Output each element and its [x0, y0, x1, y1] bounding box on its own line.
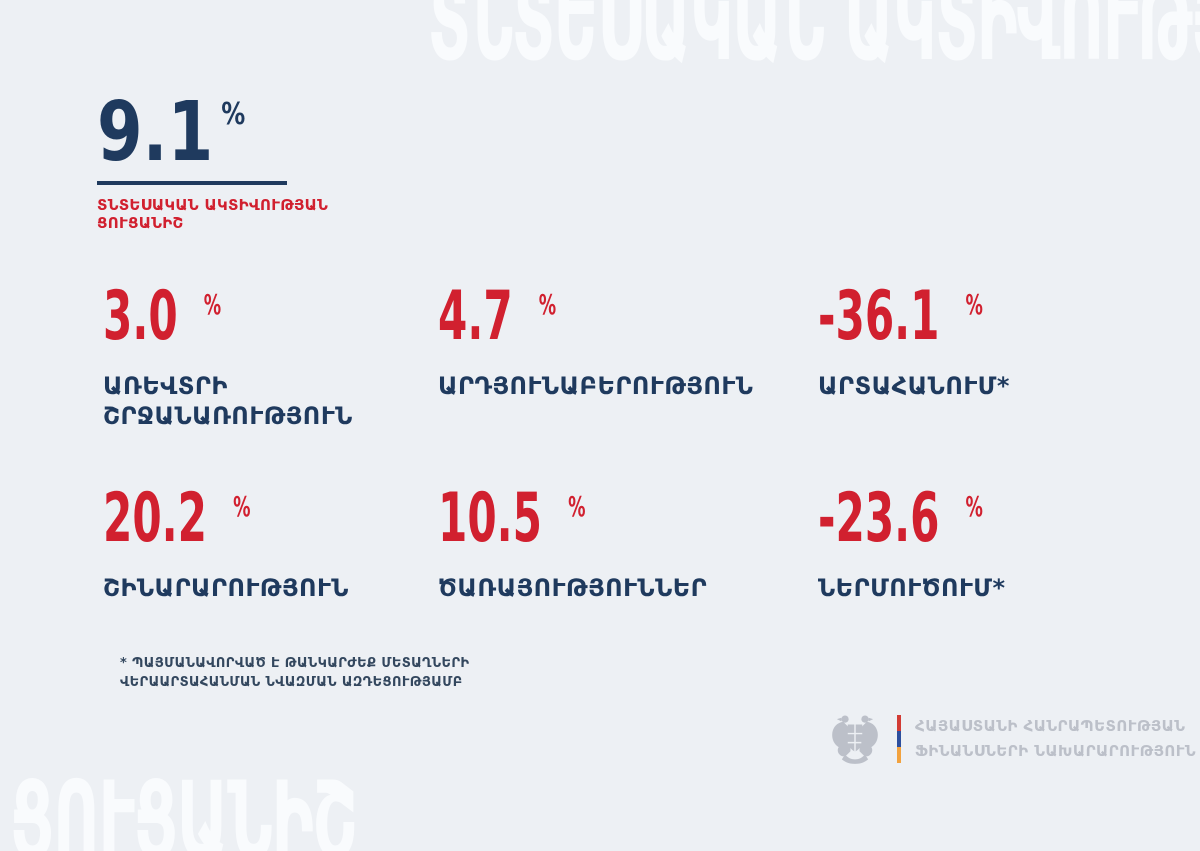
- headline-number: 9.1 %: [97, 85, 282, 180]
- stat-card: -36.1 % ԱՐՏԱՀԱՆՈՒՄ*: [818, 277, 1178, 490]
- stat-number: 20.2 %: [103, 479, 311, 558]
- stat-percent-sign: %: [538, 288, 557, 321]
- stat-label: ԱՐՏԱՀԱՆՈՒՄ*: [818, 372, 1010, 400]
- stat-number: 3.0 %: [103, 277, 311, 356]
- footnote-line2: ՎԵՐԱԱՐՏԱՀԱՆՄԱՆ ՆՎԱԶՄԱՆ ԱԶԴԵՑՈՒԹՅԱՄԲ: [120, 674, 463, 690]
- stat-value: -36.1: [818, 277, 940, 356]
- stat-value: 10.5: [438, 479, 543, 558]
- armenia-coat-of-arms-icon: [832, 715, 878, 764]
- ministry-name: ՀԱՅԱՍՏԱՆԻ ՀԱՆՐԱՊԵՏՈՒԹՅԱՆ ՖԻՆԱՆՍՆԵՐԻ ՆԱԽԱ…: [915, 714, 1196, 765]
- stat-number: 4.7 %: [438, 277, 674, 356]
- stat-label: ՇԻՆԱՐԱՐՈՒԹՅՈՒՆ: [103, 574, 349, 602]
- flag-blue-stripe: [897, 731, 901, 747]
- stat-card: 10.5 % ԾԱՌԱՅՈՒԹՅՈՒՆՆԵՐ: [438, 479, 818, 692]
- stat-number: -23.6 %: [818, 479, 1041, 558]
- watermark-title-top: ՏՆՏԵՍԱԿԱՆ ԱԿՏԻՎՈՒԹՅԱՆ: [428, 0, 1200, 84]
- stat-card: 4.7 % ԱՐԴՅՈՒՆԱԲԵՐՈՒԹՅՈՒՆ: [438, 277, 818, 490]
- stat-card: 3.0 % ԱՌԵՎՏՐԻ ՇՐՋԱՆԱՌՈՒԹՅՈՒՆ: [103, 277, 438, 490]
- headline-underline: [97, 180, 287, 185]
- stat-value: -23.6: [818, 479, 940, 558]
- ministry-logo: ՀԱՅԱՍՏԱՆԻ ՀԱՆՐԱՊԵՏՈՒԹՅԱՆ ՖԻՆԱՆՍՆԵՐԻ ՆԱԽԱ…: [826, 710, 1196, 768]
- footnote-line1: * ՊԱՅՄԱՆԱՎՈՐՎԱԾ Է ԹԱՆԿԱՐԺԵՔ ՄԵՏԱՂՆԵՐԻ: [120, 656, 470, 671]
- ministry-name-line1: ՀԱՅԱՍՏԱՆԻ ՀԱՆՐԱՊԵՏՈՒԹՅԱՆ: [915, 716, 1186, 735]
- stat-percent-sign: %: [965, 490, 983, 523]
- headline-caption: ՏՆՏԵՍԱԿԱՆ ԱԿՏԻՎՈՒԹՅԱՆ ՑՈՒՑԱՆԻՇ: [97, 196, 328, 234]
- armenia-flag-bar: [897, 715, 901, 763]
- headline-caption-line2: ՑՈՒՑԱՆԻՇ: [97, 214, 184, 233]
- flag-orange-stripe: [897, 747, 901, 763]
- stat-number: 10.5 %: [438, 479, 674, 558]
- stat-percent-sign: %: [203, 288, 222, 321]
- stats-grid: 3.0 % ԱՌԵՎՏՐԻ ՇՐՋԱՆԱՌՈՒԹՅՈՒՆ 4.7 % ԱՐԴՅՈ…: [103, 277, 1178, 692]
- stat-number: -36.1 %: [818, 277, 1041, 356]
- stat-card: 20.2 % ՇԻՆԱՐԱՐՈՒԹՅՈՒՆ: [103, 479, 438, 692]
- headline-caption-line1: ՏՆՏԵՍԱԿԱՆ ԱԿՏԻՎՈՒԹՅԱՆ: [97, 195, 329, 214]
- stat-value: 20.2: [103, 479, 208, 558]
- watermark-title-bottom: ՑՈՒՑԱՆԻՇ: [10, 759, 358, 851]
- stat-label: ԱՐԴՅՈՒՆԱԲԵՐՈՒԹՅՈՒՆ: [438, 372, 754, 400]
- footnote: * ՊԱՅՄԱՆԱՎՈՐՎԱԾ Է ԹԱՆԿԱՐԺԵՔ ՄԵՏԱՂՆԵՐԻ ՎԵ…: [120, 655, 469, 693]
- flag-red-stripe: [897, 715, 901, 731]
- headline-indicator: 9.1 % ՏՆՏԵՍԱԿԱՆ ԱԿՏԻՎՈՒԹՅԱՆ ՑՈՒՑԱՆԻՇ: [97, 85, 328, 234]
- stat-label: ՆԵՐՄՈՒԾՈՒՄ*: [818, 574, 1006, 602]
- stat-percent-sign: %: [965, 288, 983, 321]
- stat-percent-sign: %: [233, 490, 251, 523]
- stat-value: 4.7: [438, 277, 513, 356]
- ministry-name-line2: ՖԻՆԱՆՍՆԵՐԻ ՆԱԽԱՐԱՐՈՒԹՅՈՒՆ: [915, 742, 1197, 760]
- headline-percent-sign: %: [221, 97, 246, 132]
- stat-value: 3.0: [103, 277, 178, 356]
- stat-percent-sign: %: [568, 490, 586, 523]
- headline-value: 9.1: [97, 85, 214, 180]
- stat-card: -23.6 % ՆԵՐՄՈՒԾՈՒՄ*: [818, 479, 1178, 692]
- stat-label: ԱՌԵՎՏՐԻ ՇՐՋԱՆԱՌՈՒԹՅՈՒՆ: [103, 372, 353, 430]
- stat-label: ԾԱՌԱՅՈՒԹՅՈՒՆՆԵՐ: [438, 574, 708, 602]
